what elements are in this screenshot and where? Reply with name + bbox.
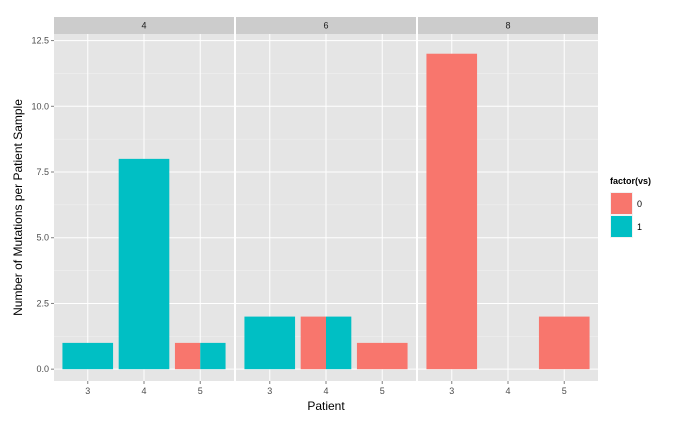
y-axis-title: Number of Mutations per Patient Sample <box>11 99 25 316</box>
facet-strip-label: 4 <box>141 21 146 31</box>
facet-strip <box>236 17 416 34</box>
y-tick-label: 0.0 <box>36 364 49 374</box>
bar-p4-c5-vs0 <box>174 342 201 370</box>
legend-key-vs1 <box>611 216 632 237</box>
x-tick-label: 3 <box>85 386 90 396</box>
y-tick-label: 2.5 <box>36 298 49 308</box>
legend: factor(vs) 0 1 <box>610 176 651 238</box>
legend-label-vs1: 1 <box>637 222 642 232</box>
facet-strip <box>418 17 598 34</box>
y-tick-label: 10.0 <box>31 101 49 111</box>
x-tick-label: 4 <box>141 386 146 396</box>
y-tick-label: 12.5 <box>31 36 49 46</box>
facet-strip-label: 6 <box>323 21 328 31</box>
facet-strip-label: 8 <box>505 21 510 31</box>
bar-p6-c4-vs1 <box>326 316 352 370</box>
legend-title: factor(vs) <box>610 176 651 186</box>
x-tick-label: 5 <box>380 386 385 396</box>
x-tick-label: 5 <box>562 386 567 396</box>
x-tick-label: 5 <box>198 386 203 396</box>
x-tick-label: 3 <box>449 386 454 396</box>
y-axis: 0.0 2.5 5.0 7.5 10.0 12.5 <box>31 36 54 374</box>
x-tick-label: 4 <box>505 386 510 396</box>
x-tick-label: 4 <box>323 386 328 396</box>
bar-p8-c5-vs0 <box>538 316 590 370</box>
y-tick-label: 5.0 <box>36 233 49 243</box>
bar-p6-c3-vs1 <box>244 316 296 370</box>
legend-label-vs0: 0 <box>637 199 642 209</box>
facet-strip <box>54 17 234 34</box>
bar-p4-c5-vs1 <box>200 342 226 370</box>
y-tick-label: 7.5 <box>36 167 49 177</box>
legend-key-vs0 <box>611 193 632 214</box>
bar-p4-c4-vs1 <box>118 158 170 370</box>
facet-panel-8: 8 3 4 5 <box>418 17 598 396</box>
bar-p8-c3-vs0 <box>426 53 478 370</box>
bar-p6-c5-vs0 <box>356 342 408 370</box>
facet-panel-4: 4 3 4 5 <box>54 17 234 396</box>
bar-p4-c3-vs1 <box>62 342 114 370</box>
x-axis-title: Patient <box>307 399 345 413</box>
facet-panels: 4 3 4 5 6 3 4 5 8 3 4 5 <box>54 17 598 396</box>
facet-panel-6: 6 3 4 5 <box>236 17 416 396</box>
x-tick-label: 3 <box>267 386 272 396</box>
bar-p6-c4-vs0 <box>300 316 326 370</box>
